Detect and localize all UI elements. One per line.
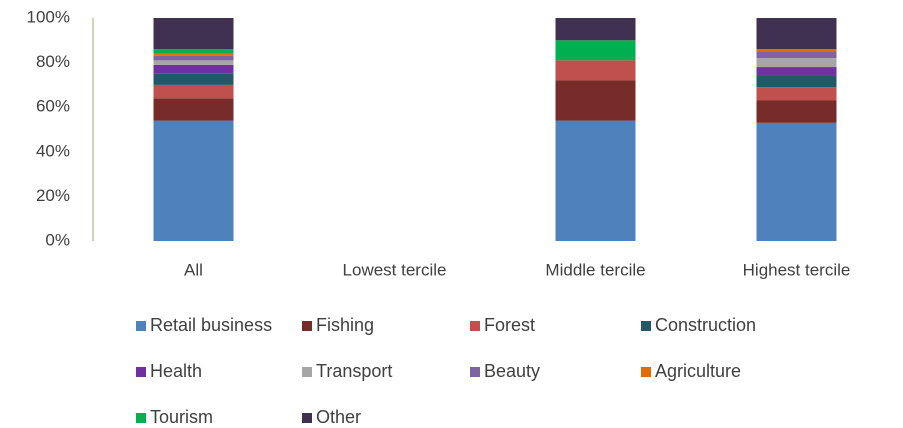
bar-segment xyxy=(153,64,234,74)
legend-label: Forest xyxy=(484,315,535,335)
y-tick-label: 20% xyxy=(36,186,70,205)
legend-swatch xyxy=(302,367,312,377)
legend-swatch xyxy=(136,321,146,331)
bar-segment xyxy=(756,87,837,101)
legend-swatch xyxy=(136,413,146,423)
legend-label: Beauty xyxy=(484,361,540,381)
bar-segment xyxy=(756,122,837,241)
legend-label: Agriculture xyxy=(655,361,741,381)
legend-label: Fishing xyxy=(316,315,374,335)
bar-segment xyxy=(756,49,837,52)
bar-segment xyxy=(756,100,837,123)
bar-segment xyxy=(756,51,837,59)
legend-swatch xyxy=(641,321,651,331)
y-tick-label: 100% xyxy=(27,7,70,26)
bar-segment xyxy=(555,60,636,81)
y-tick-label: 0% xyxy=(45,230,70,249)
x-tick-label: Highest tercile xyxy=(743,260,851,279)
x-tick-label: Middle tercile xyxy=(545,260,645,279)
legend-swatch xyxy=(641,367,651,377)
bar-segment xyxy=(153,73,234,85)
legend-swatch xyxy=(302,321,312,331)
bar-segment xyxy=(555,120,636,241)
bar-segment xyxy=(756,58,837,68)
y-tick-label: 60% xyxy=(36,97,70,116)
legend-swatch xyxy=(302,413,312,423)
bar-segment xyxy=(153,55,234,61)
legend-label: Tourism xyxy=(150,407,213,427)
bar-segment xyxy=(153,60,234,65)
y-tick-label: 80% xyxy=(36,52,70,71)
bar-segment xyxy=(555,18,636,41)
legend-swatch xyxy=(470,367,480,377)
bar-segment xyxy=(153,120,234,241)
legend-swatch xyxy=(136,367,146,377)
y-tick-label: 40% xyxy=(36,141,70,160)
bar-segment xyxy=(153,53,234,56)
x-tick-label: All xyxy=(184,260,203,279)
bar-segment xyxy=(153,18,234,50)
legend-label: Construction xyxy=(655,315,756,335)
bar-segment xyxy=(153,84,234,99)
x-tick-label: Lowest tercile xyxy=(343,260,447,279)
bar-segment xyxy=(555,80,636,121)
legend-label: Health xyxy=(150,361,202,381)
bar-segment xyxy=(756,18,837,50)
legend-swatch xyxy=(470,321,480,331)
legend-label: Transport xyxy=(316,361,392,381)
bar-segment xyxy=(756,75,837,88)
legend-label: Retail business xyxy=(150,315,272,335)
legend-label: Other xyxy=(316,407,361,427)
bar-segment xyxy=(756,67,837,76)
bar-segment xyxy=(555,40,636,61)
bar-segment xyxy=(153,49,234,54)
bar-segment xyxy=(153,98,234,121)
